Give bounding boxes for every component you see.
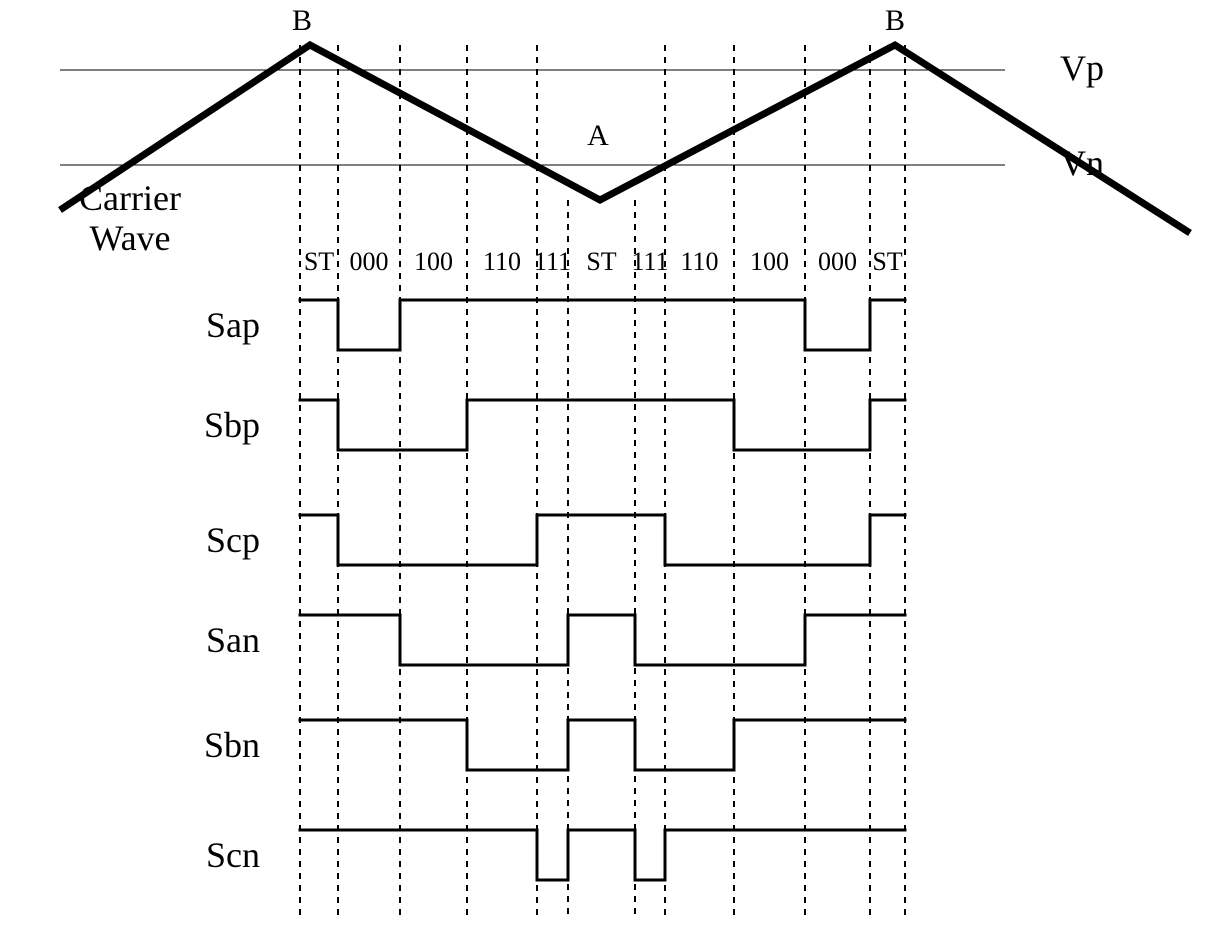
signal-label-scp: Scp: [206, 520, 260, 560]
state-label: ST: [586, 247, 616, 276]
vp-label: Vp: [1060, 48, 1104, 88]
state-label: 000: [350, 247, 389, 276]
state-label: 000: [818, 247, 857, 276]
point-b2-label: B: [885, 4, 905, 37]
signal-label-scn: Scn: [206, 835, 260, 875]
state-label: ST: [304, 247, 334, 276]
state-label: 100: [750, 247, 789, 276]
state-label: 100: [414, 247, 453, 276]
state-label: 111: [534, 247, 571, 276]
signal-label-sbn: Sbn: [204, 725, 260, 765]
vn-label: Vn: [1060, 143, 1104, 183]
state-label: ST: [872, 247, 902, 276]
signal-label-sbp: Sbp: [204, 405, 260, 445]
state-label: 111: [631, 247, 668, 276]
state-label: 110: [680, 247, 718, 276]
signal-label-san: San: [206, 620, 260, 660]
carrier-label-line1: Carrier: [79, 178, 181, 218]
point-a-label: A: [587, 119, 609, 152]
point-b1-label: B: [292, 4, 312, 37]
state-label: 110: [483, 247, 521, 276]
signal-label-sap: Sap: [206, 305, 260, 345]
carrier-label-line2: Wave: [89, 218, 170, 258]
